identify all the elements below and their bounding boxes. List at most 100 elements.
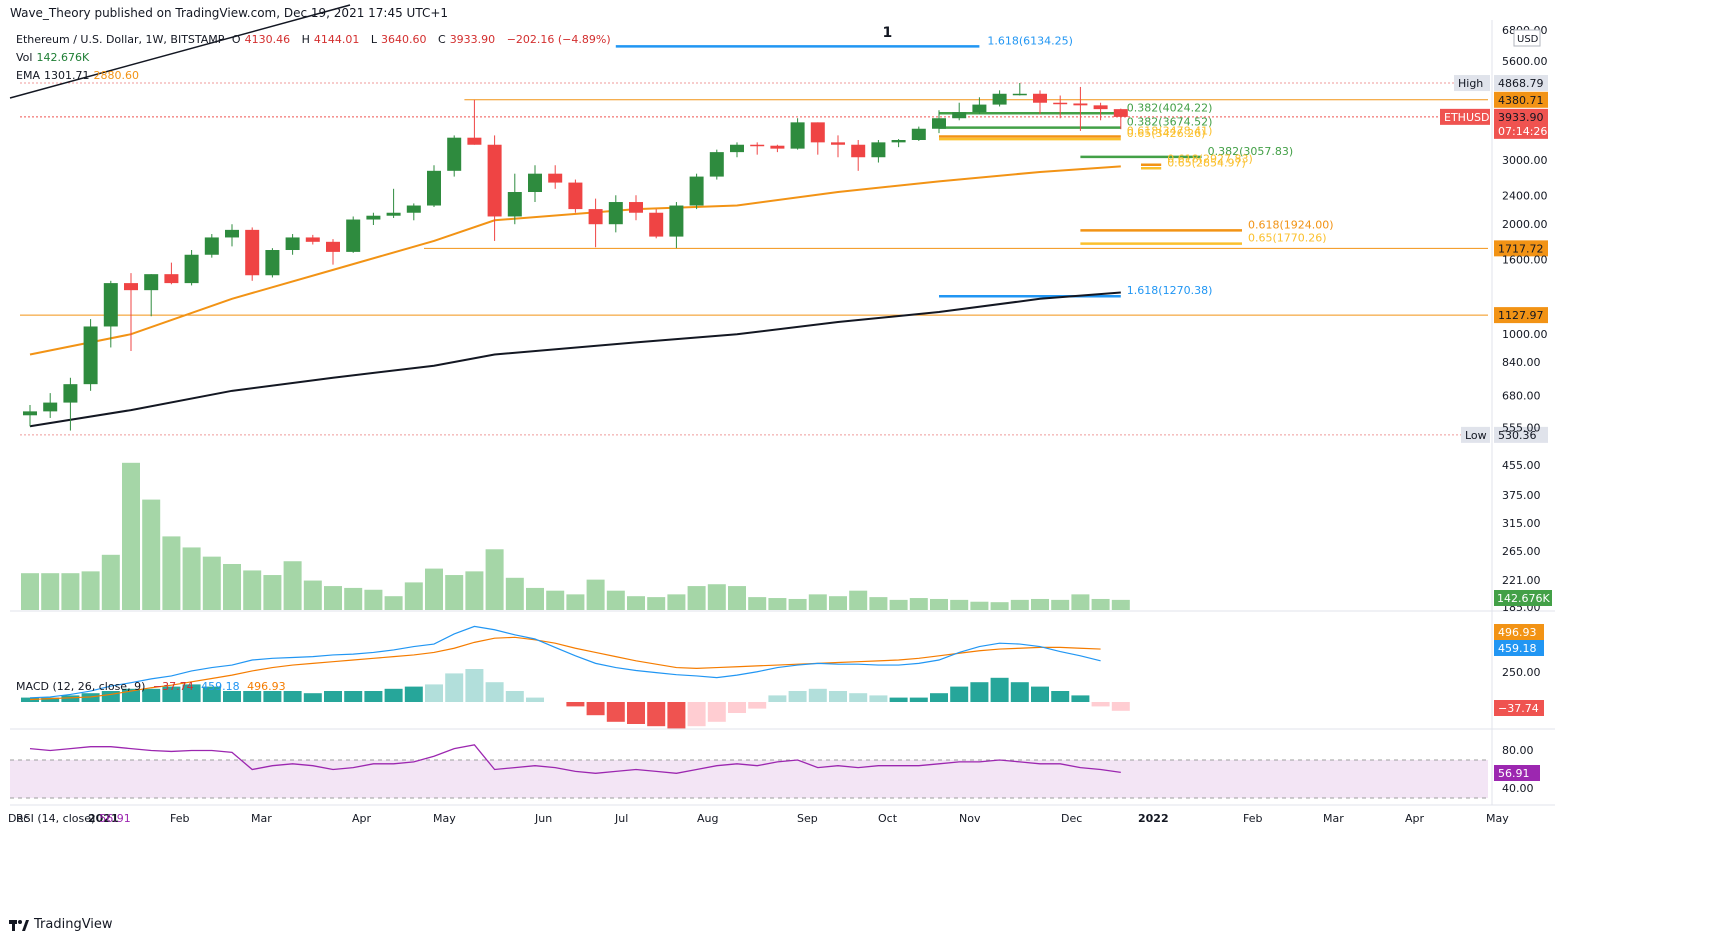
macd-hist-bar — [465, 669, 484, 702]
volume-bar — [404, 582, 423, 610]
candle-body — [1033, 93, 1047, 103]
price-label-text: 4380.71 — [1498, 94, 1544, 107]
macd-signal-label — [1494, 624, 1544, 640]
volume-bar — [586, 579, 605, 610]
volume-label-text: 142.676K — [1497, 592, 1550, 605]
macd-hist-bar — [142, 688, 161, 702]
candle-body — [487, 144, 502, 217]
time-axis-label: Feb — [1243, 812, 1262, 825]
volume-bar — [384, 596, 403, 610]
time-axis-label: Aug — [697, 812, 718, 825]
countdown-text: 07:14:26 — [1498, 125, 1547, 138]
volume-bar — [647, 597, 666, 610]
time-axis-label: Mar — [1323, 812, 1344, 825]
price-axis-tick: 2400.00 — [1502, 189, 1548, 202]
time-axis-label: Apr — [1405, 812, 1425, 825]
price-axis-tick: 1600.00 — [1502, 254, 1548, 267]
candle-body — [810, 122, 825, 143]
volume-bar — [182, 547, 201, 610]
volume-bar — [81, 571, 100, 610]
symbol-name[interactable]: Ethereum / U.S. Dollar, 1W, BITSTAMP — [16, 33, 225, 46]
price-label — [1494, 91, 1548, 108]
candle-body — [1053, 102, 1068, 105]
macd-hist-bar — [1010, 682, 1029, 702]
rsi-value-label — [1494, 765, 1540, 781]
volume-bar — [889, 599, 908, 610]
rsi-axis-tick: 40.00 — [1502, 782, 1534, 795]
macd-hist-bar — [101, 691, 120, 702]
macd-hist-bar — [586, 702, 605, 716]
macd-hist-bar — [404, 686, 423, 702]
candle-body — [204, 237, 219, 255]
volume-bar — [909, 598, 928, 610]
volume-bar — [41, 573, 60, 610]
fib-label: 0.618(3478.41) — [1127, 124, 1213, 137]
candle-body — [23, 411, 37, 416]
volume-bar — [748, 597, 767, 610]
rsi-legend[interactable]: RSI (14, close) 56.91 — [16, 812, 131, 825]
macd-hist-bar — [41, 697, 60, 702]
candle-body — [225, 229, 239, 238]
candle-body — [891, 140, 906, 143]
ohlc-low: L 3640.60 — [370, 33, 427, 46]
price-label-text: 3933.90 — [1498, 111, 1544, 124]
fib-label: 0.382(3674.52) — [1127, 116, 1213, 129]
macd-line — [29, 625, 1101, 699]
macd-hist-bar — [687, 702, 706, 727]
macd-hist-bar — [909, 697, 928, 702]
volume-bar — [1091, 598, 1110, 610]
volume-bar — [21, 573, 39, 610]
volume-bar — [243, 570, 262, 610]
volume-bar — [364, 589, 383, 610]
candle-body — [992, 93, 1007, 105]
trend-line — [9, 4, 351, 99]
volume-legend[interactable]: Vol 142.676K — [16, 51, 90, 64]
candle-body — [608, 202, 623, 225]
volume-bar — [707, 584, 726, 610]
level-tag — [1454, 75, 1490, 92]
macd-hist-bar — [930, 693, 948, 702]
volume-axis-tick: 265.00 — [1502, 545, 1541, 558]
tradingview-icon — [9, 919, 29, 931]
volume-bar — [788, 598, 807, 610]
candle-body — [103, 283, 118, 327]
volume-bar — [303, 580, 322, 610]
volume-axis-tick: 455.00 — [1502, 459, 1541, 472]
rsi-band — [10, 760, 1488, 798]
macd-hist-bar — [344, 691, 363, 702]
volume-axis-tick: 221.00 — [1502, 574, 1541, 587]
candle-body — [790, 122, 805, 149]
candle-body — [184, 254, 199, 284]
macd-hist-bar — [566, 702, 585, 707]
macd-legend[interactable]: MACD (12, 26, close, 9) −37.74 459.18 49… — [16, 680, 286, 693]
volume-bar — [1010, 599, 1029, 610]
candle-body — [649, 212, 664, 237]
time-axis-label: May — [433, 812, 456, 825]
price-label-text: 1717.72 — [1498, 242, 1544, 255]
candle-body — [43, 402, 58, 412]
candle-body — [427, 170, 441, 206]
volume-bar — [768, 598, 787, 610]
macd-axis-tick: 250.00 — [1502, 666, 1541, 679]
rsi-value-label-text: 56.91 — [1498, 767, 1530, 780]
macd-hist-bar — [182, 684, 201, 702]
candle-body — [1093, 105, 1108, 110]
candle-body — [124, 283, 138, 291]
candle-body — [911, 128, 926, 141]
price-axis-tick: 840.00 — [1502, 356, 1541, 369]
volume-bar — [526, 587, 544, 610]
tradingview-logo: TradingView — [8, 917, 113, 932]
fib-label: 0.618(1924.00) — [1248, 218, 1334, 231]
volume-bar — [324, 586, 342, 610]
price-label-text: 530.36 — [1498, 429, 1537, 442]
volume-bar — [667, 594, 686, 610]
ema-slow-line — [29, 291, 1121, 428]
ema-legend[interactable]: EMA 1301.71 2880.60 — [16, 69, 139, 82]
rsi-axis-tick: 80.00 — [1502, 744, 1534, 757]
macd-hist-bar — [21, 697, 39, 702]
volume-bar — [606, 590, 625, 610]
fib-label: 0.618(2927.83) — [1167, 153, 1253, 166]
macd-hist-bar — [1111, 702, 1130, 711]
